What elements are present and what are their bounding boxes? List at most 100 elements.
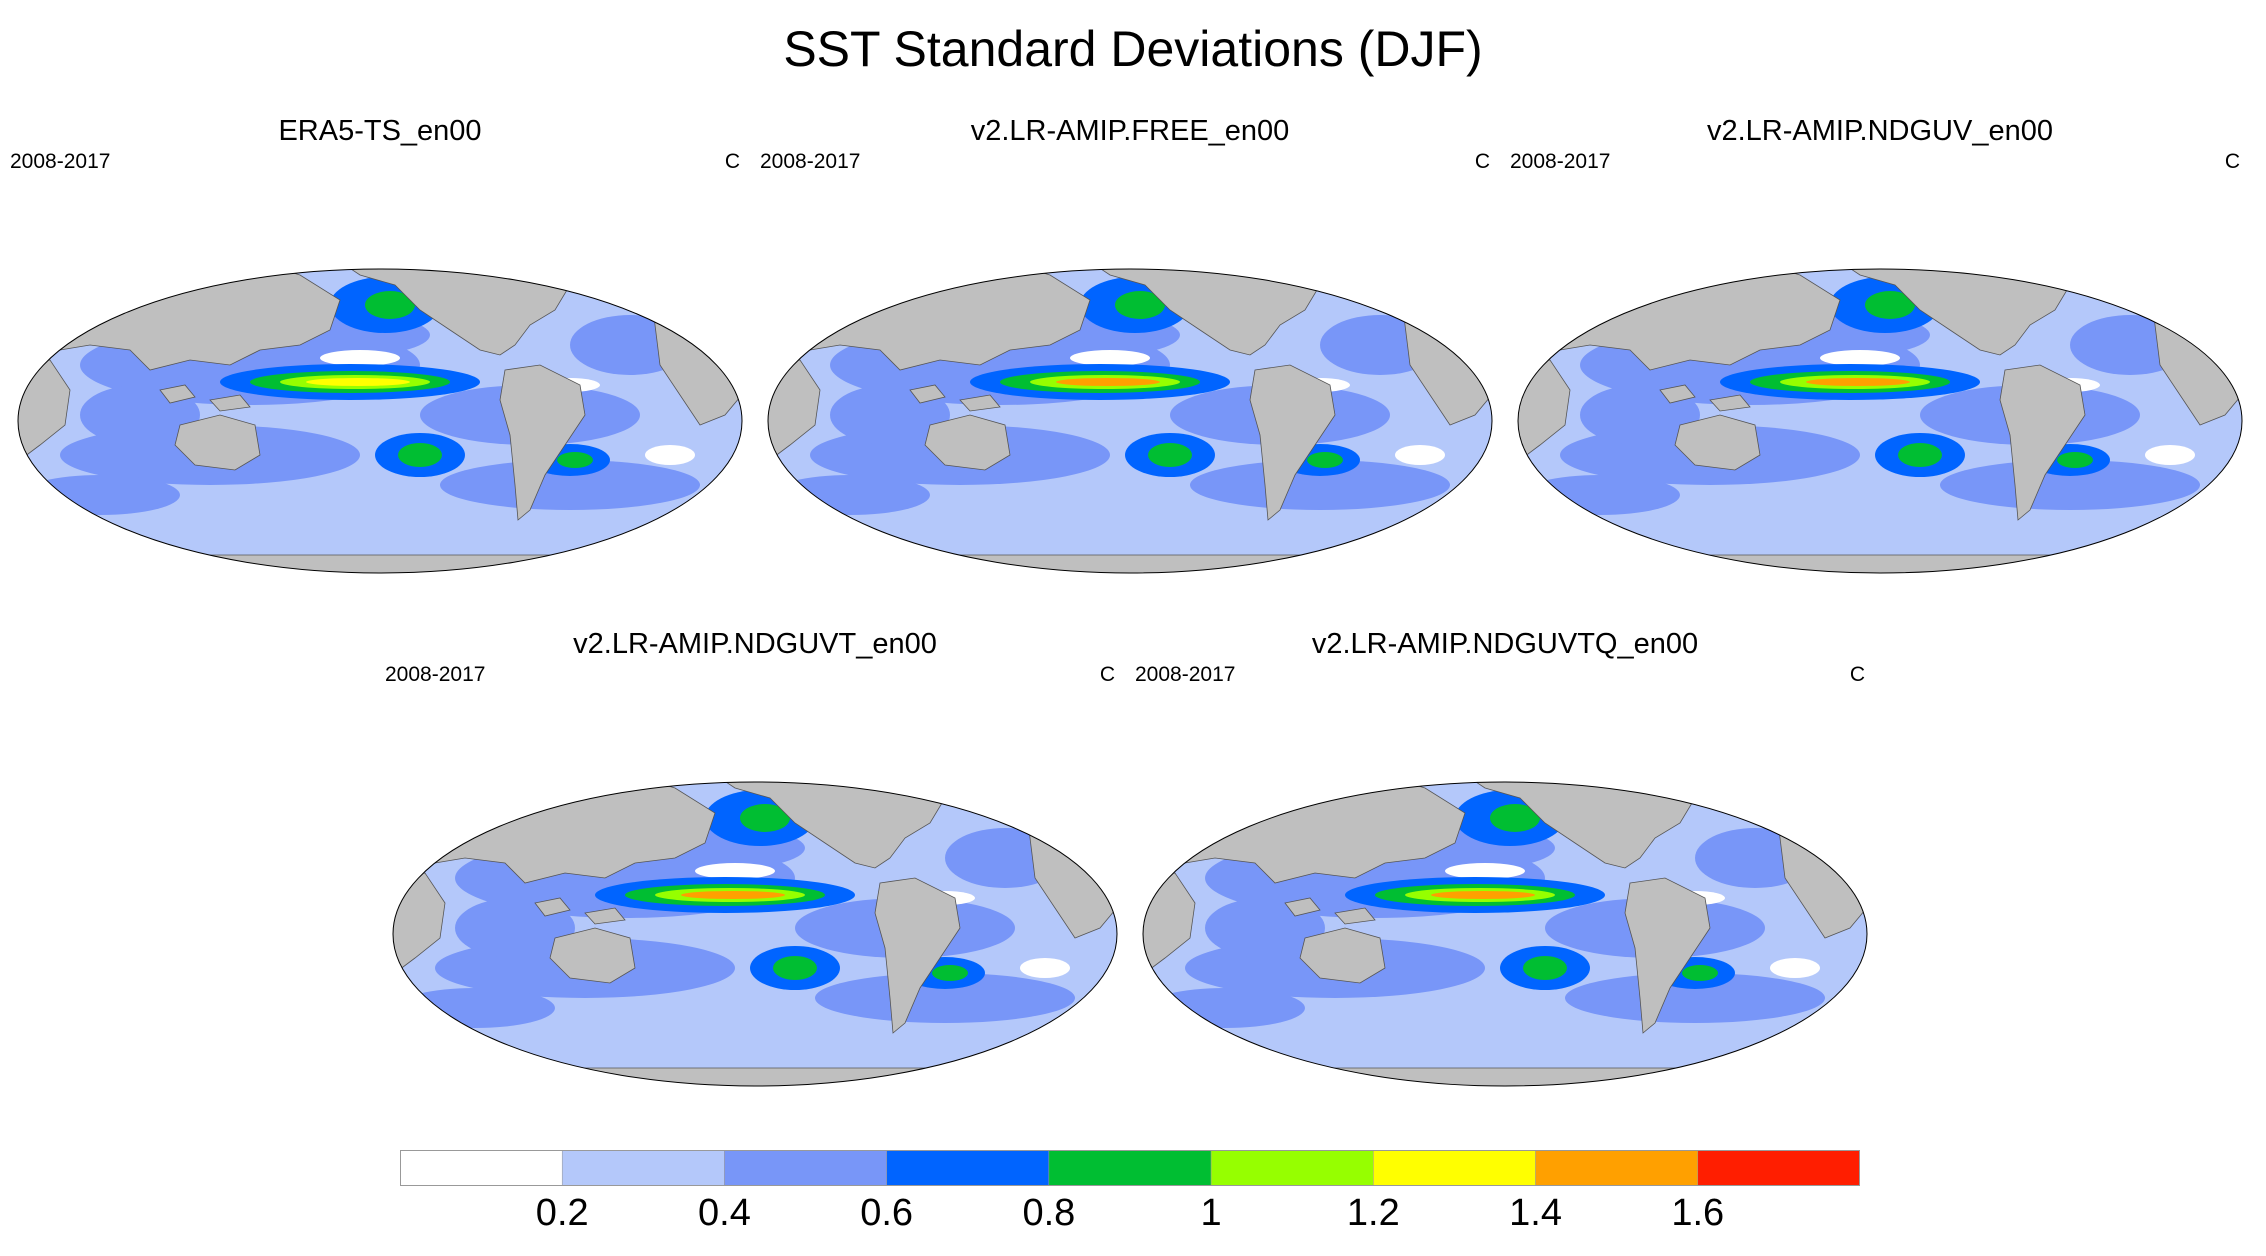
land-2 (1299, 927, 1386, 984)
map-field (393, 782, 1117, 1086)
sst-satl-core (557, 452, 593, 468)
colorbar-segment (724, 1150, 887, 1186)
land-4 (959, 394, 1001, 412)
sst-low (1445, 863, 1525, 879)
sst-low (2145, 445, 2195, 465)
panel-period: 2008-2017 (10, 150, 111, 173)
land-7 (499, 364, 586, 521)
colorbar-tick-label: 0.2 (535, 1192, 589, 1234)
map-panel-ndguv: v2.LR-AMIP.NDGUV_en00 2008-2017 C (1510, 115, 2250, 595)
map-panel-era5: ERA5-TS_en00 2008-2017 C (10, 115, 750, 595)
colorbar-segment (1697, 1150, 1860, 1186)
panel-period: 2008-2017 (1135, 663, 1236, 686)
panel-title: ERA5-TS_en00 (278, 115, 482, 147)
map-field (18, 269, 742, 573)
panel-units: C (1099, 663, 1115, 686)
land-6 (569, 269, 621, 296)
sst-low (645, 445, 695, 465)
colorbar-tick-label: 1.2 (1346, 1192, 1400, 1234)
land-3 (534, 897, 571, 917)
sst-band (770, 475, 930, 515)
land-4 (584, 907, 626, 925)
sst-enso-3 (306, 378, 410, 386)
sst-npac-core (1490, 804, 1540, 832)
sst-npac-core (740, 804, 790, 832)
sst-spac-core (1523, 956, 1567, 980)
colorbar-segment (1535, 1150, 1699, 1186)
sst-satl-core (932, 965, 968, 981)
world-map (1142, 781, 1868, 1087)
map-field (1143, 782, 1867, 1086)
map-panel-free: v2.LR-AMIP.FREE_en00 2008-2017 C (760, 115, 1500, 595)
panel-title: v2.LR-AMIP.NDGUV_en00 (1706, 115, 2053, 147)
figure-title: SST Standard Deviations (DJF) (783, 21, 1483, 77)
sst-band (395, 988, 555, 1028)
land-2 (924, 414, 1011, 471)
sst-low (1820, 350, 1900, 366)
sst-enso-3 (1806, 378, 1910, 386)
sst-satl-core (2057, 452, 2093, 468)
land-9 (1518, 554, 2242, 573)
sst-spac-core (773, 956, 817, 980)
sst-enso-3 (681, 891, 785, 899)
colorbar-segment (1048, 1150, 1212, 1186)
colorbar-tick-label: 0.6 (860, 1192, 914, 1234)
world-map (17, 268, 743, 574)
sst-enso-3 (1431, 891, 1535, 899)
land-9 (18, 554, 742, 573)
land-5 (1453, 782, 1696, 869)
land-5 (1828, 269, 2071, 356)
panel-period: 2008-2017 (760, 150, 861, 173)
land-7 (1249, 364, 1336, 521)
land-9 (393, 1067, 1117, 1086)
sst-npac-core (365, 291, 415, 319)
colorbar-tick-label: 0.8 (1022, 1192, 1076, 1234)
world-map (767, 268, 1493, 574)
sst-low (1070, 350, 1150, 366)
colorbar-segment (400, 1150, 563, 1186)
sst-band (1520, 475, 1680, 515)
sst-npac-core (1115, 291, 1165, 319)
sst-low (1395, 445, 1445, 465)
land-5 (328, 269, 571, 356)
land-4 (209, 394, 251, 412)
sst-spac-core (398, 443, 442, 467)
land-9 (768, 554, 1492, 573)
land-4 (1334, 907, 1376, 925)
sst-band (1190, 460, 1450, 510)
land-7 (1999, 364, 2086, 521)
land-5 (703, 782, 946, 869)
land-9 (1143, 1067, 1867, 1086)
colorbar-tick-label: 0.4 (698, 1192, 751, 1234)
map-outline (767, 268, 1493, 574)
colorbar-tick-label: 1.4 (1509, 1192, 1562, 1234)
map-panel-ndguvt: v2.LR-AMIP.NDGUVT_en00 2008-2017 C (385, 628, 1125, 1108)
world-map (392, 781, 1118, 1087)
sst-spac-core (1148, 443, 1192, 467)
map-panel-ndguvtq: v2.LR-AMIP.NDGUVTQ_en00 2008-2017 C (1135, 628, 1875, 1108)
world-map (1517, 268, 2243, 574)
land-7 (874, 877, 961, 1034)
colorbar-segment (1210, 1150, 1374, 1186)
land-6 (2069, 269, 2121, 296)
land-2 (174, 414, 261, 471)
sst-enso-3 (1056, 378, 1160, 386)
sst-band (1940, 460, 2200, 510)
sst-low (1020, 958, 1070, 978)
map-field (768, 269, 1492, 573)
panel-period: 2008-2017 (1510, 150, 1611, 173)
land-3 (1284, 897, 1321, 917)
land-2 (1674, 414, 1761, 471)
sst-band (1565, 973, 1825, 1023)
sst-satl-core (1682, 965, 1718, 981)
sst-band (815, 973, 1075, 1023)
sst-band (20, 475, 180, 515)
sst-npac-core (1865, 291, 1915, 319)
sst-low (695, 863, 775, 879)
colorbar-segment (886, 1150, 1050, 1186)
land-3 (159, 384, 196, 404)
sst-low (1770, 958, 1820, 978)
panel-units: C (1849, 663, 1865, 686)
panel-units: C (724, 150, 740, 173)
land-4 (1709, 394, 1751, 412)
